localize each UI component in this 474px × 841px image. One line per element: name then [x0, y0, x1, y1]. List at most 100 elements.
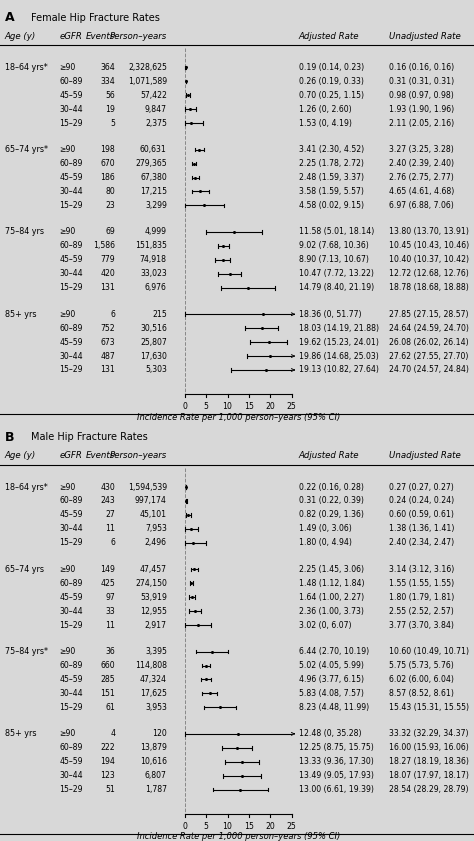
Text: 30–44: 30–44 [59, 352, 83, 361]
Text: 151,835: 151,835 [135, 241, 167, 251]
Text: 0.82 (0.29, 1.36): 0.82 (0.29, 1.36) [299, 510, 364, 520]
Text: 16.00 (15.93, 16.06): 16.00 (15.93, 16.06) [389, 743, 468, 753]
Text: 5: 5 [204, 822, 209, 831]
Text: 1,594,539: 1,594,539 [128, 483, 167, 491]
Text: 3.58 (1.59, 5.57): 3.58 (1.59, 5.57) [299, 187, 364, 196]
Text: 222: 222 [100, 743, 115, 753]
Text: 19.62 (15.23, 24.01): 19.62 (15.23, 24.01) [299, 337, 379, 346]
Text: 430: 430 [100, 483, 115, 491]
Text: 3.02 (0, 6.07): 3.02 (0, 6.07) [299, 621, 351, 630]
Text: 5,303: 5,303 [145, 366, 167, 374]
Text: Person–years: Person–years [109, 451, 167, 460]
Text: 14.79 (8.40, 21.19): 14.79 (8.40, 21.19) [299, 283, 374, 292]
Text: 8.23 (4.48, 11.99): 8.23 (4.48, 11.99) [299, 703, 369, 711]
Text: 131: 131 [100, 283, 115, 292]
Text: 1.48 (1.12, 1.84): 1.48 (1.12, 1.84) [299, 579, 364, 588]
Text: 5: 5 [110, 119, 115, 128]
Text: 1.26 (0, 2.60): 1.26 (0, 2.60) [299, 105, 351, 114]
Text: 10.47 (7.72, 13.22): 10.47 (7.72, 13.22) [299, 269, 374, 278]
Text: 0.98 (0.97, 0.98): 0.98 (0.97, 0.98) [389, 91, 454, 100]
Text: 36: 36 [105, 647, 115, 656]
Text: 15: 15 [244, 822, 254, 831]
Text: B: B [5, 431, 14, 444]
Text: 60–89: 60–89 [59, 496, 82, 505]
Text: 4: 4 [110, 729, 115, 738]
Text: Events: Events [86, 31, 115, 40]
Text: 15.43 (15.31, 15.55): 15.43 (15.31, 15.55) [389, 703, 469, 711]
Text: 24.70 (24.57, 24.84): 24.70 (24.57, 24.84) [389, 366, 469, 374]
Text: 18.36 (0, 51.77): 18.36 (0, 51.77) [299, 309, 361, 319]
Text: 12.48 (0, 35.28): 12.48 (0, 35.28) [299, 729, 361, 738]
Text: 9,847: 9,847 [145, 105, 167, 114]
Text: 120: 120 [152, 729, 167, 738]
Text: 25: 25 [287, 822, 296, 831]
Text: 53,919: 53,919 [140, 593, 167, 601]
Text: 779: 779 [100, 256, 115, 264]
Text: 5.02 (4.05, 5.99): 5.02 (4.05, 5.99) [299, 661, 364, 670]
Text: 2.76 (2.75, 2.77): 2.76 (2.75, 2.77) [389, 173, 454, 182]
Text: Person–years: Person–years [109, 31, 167, 40]
Text: 23: 23 [105, 201, 115, 210]
Text: 1,071,589: 1,071,589 [128, 77, 167, 86]
Text: 660: 660 [100, 661, 115, 670]
Text: 364: 364 [100, 63, 115, 71]
Text: 15–29: 15–29 [59, 201, 83, 210]
Text: 0.70 (0.25, 1.15): 0.70 (0.25, 1.15) [299, 91, 364, 100]
Text: 5.83 (4.08, 7.57): 5.83 (4.08, 7.57) [299, 689, 364, 698]
Text: 2.25 (1.78, 2.72): 2.25 (1.78, 2.72) [299, 159, 364, 168]
Text: 0.19 (0.14, 0.23): 0.19 (0.14, 0.23) [299, 63, 364, 71]
Text: 3.27 (3.25, 3.28): 3.27 (3.25, 3.28) [389, 145, 454, 154]
Text: 15–29: 15–29 [59, 366, 83, 374]
Text: 151: 151 [100, 689, 115, 698]
Text: 4.96 (3.77, 6.15): 4.96 (3.77, 6.15) [299, 675, 364, 684]
Text: 60–89: 60–89 [59, 77, 82, 86]
Text: 60–89: 60–89 [59, 743, 82, 753]
Text: 18.78 (18.68, 18.88): 18.78 (18.68, 18.88) [389, 283, 468, 292]
Text: 45–59: 45–59 [59, 510, 83, 520]
Text: 10: 10 [223, 822, 232, 831]
Text: 114,808: 114,808 [135, 661, 167, 670]
Text: A: A [5, 11, 14, 24]
Text: ≥90: ≥90 [59, 227, 75, 236]
Text: Events: Events [86, 451, 115, 460]
Text: 5.75 (5.73, 5.76): 5.75 (5.73, 5.76) [389, 661, 454, 670]
Text: 13.49 (9.05, 17.93): 13.49 (9.05, 17.93) [299, 771, 374, 780]
Text: 334: 334 [100, 77, 115, 86]
Text: 5: 5 [204, 402, 209, 411]
Text: 30–44: 30–44 [59, 269, 83, 278]
Text: 45–59: 45–59 [59, 593, 83, 601]
Text: 15–29: 15–29 [59, 621, 83, 630]
Text: 27: 27 [105, 510, 115, 520]
Text: 3.14 (3.12, 3.16): 3.14 (3.12, 3.16) [389, 565, 454, 574]
Text: 18.07 (17.97, 18.17): 18.07 (17.97, 18.17) [389, 771, 469, 780]
Text: 0.27 (0.27, 0.27): 0.27 (0.27, 0.27) [389, 483, 454, 491]
Text: ≥90: ≥90 [59, 565, 75, 574]
Text: Age (y): Age (y) [5, 31, 36, 40]
Text: 10.40 (10.37, 10.42): 10.40 (10.37, 10.42) [389, 256, 469, 264]
Text: 85+ yrs: 85+ yrs [5, 729, 36, 738]
Text: 60–89: 60–89 [59, 324, 82, 333]
Text: 15–29: 15–29 [59, 703, 83, 711]
Text: ≥90: ≥90 [59, 145, 75, 154]
Text: 1.38 (1.36, 1.41): 1.38 (1.36, 1.41) [389, 525, 454, 533]
Text: 6: 6 [110, 538, 115, 547]
Text: 9.02 (7.68, 10.36): 9.02 (7.68, 10.36) [299, 241, 368, 251]
Text: 17,630: 17,630 [140, 352, 167, 361]
Text: 45–59: 45–59 [59, 337, 83, 346]
Text: 18–64 yrs*: 18–64 yrs* [5, 483, 47, 491]
Text: 11: 11 [105, 525, 115, 533]
Text: ≥90: ≥90 [59, 63, 75, 71]
Text: 670: 670 [100, 159, 115, 168]
Text: Incidence Rate per 1,000 person–years (95% CI): Incidence Rate per 1,000 person–years (9… [137, 413, 340, 421]
Text: Male Hip Fracture Rates: Male Hip Fracture Rates [31, 432, 147, 442]
Text: Age (y): Age (y) [5, 451, 36, 460]
Text: 6,976: 6,976 [145, 283, 167, 292]
Text: 3,953: 3,953 [145, 703, 167, 711]
Text: 194: 194 [100, 757, 115, 766]
Text: 30–44: 30–44 [59, 689, 83, 698]
Text: 0.60 (0.59, 0.61): 0.60 (0.59, 0.61) [389, 510, 454, 520]
Text: 149: 149 [100, 565, 115, 574]
Text: ≥90: ≥90 [59, 647, 75, 656]
Text: 4.58 (0.02, 9.15): 4.58 (0.02, 9.15) [299, 201, 364, 210]
Text: 243: 243 [100, 496, 115, 505]
